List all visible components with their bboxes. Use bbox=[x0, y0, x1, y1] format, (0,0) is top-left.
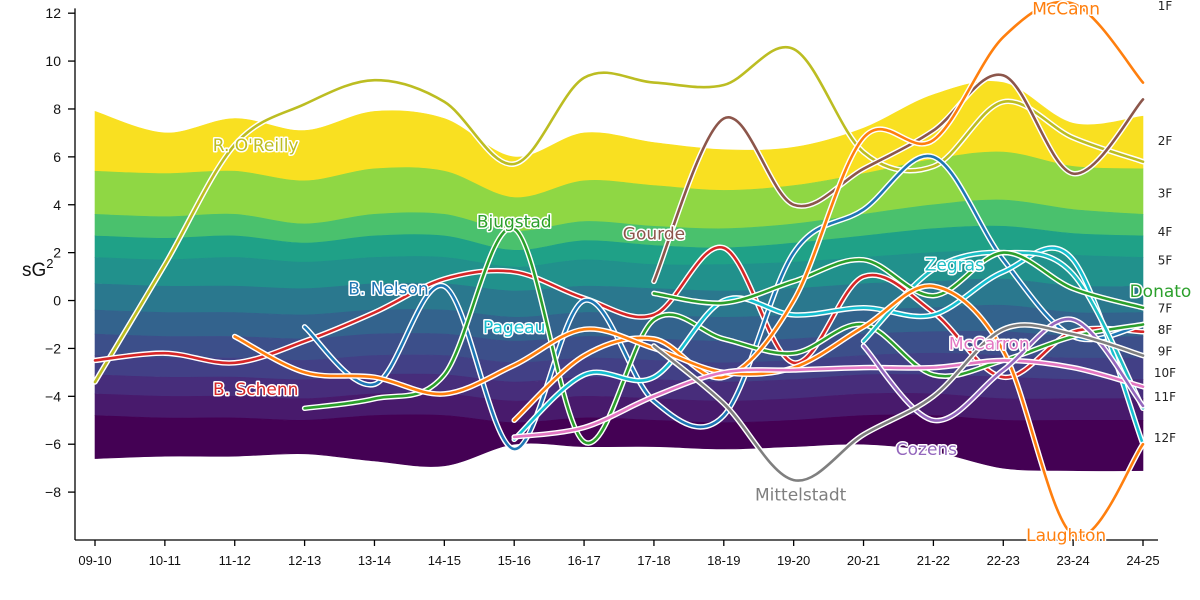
line-bjugstad bbox=[303, 227, 1145, 445]
x-tick-label: 18-19 bbox=[707, 553, 740, 568]
band-label-5f: 5F bbox=[1158, 254, 1173, 268]
x-tick-label: 16-17 bbox=[567, 553, 600, 568]
y-tick-label: 6 bbox=[53, 149, 61, 165]
x-tick-label: 24-25 bbox=[1126, 553, 1159, 568]
x-tick-label: 15-16 bbox=[498, 553, 531, 568]
line-gourde bbox=[652, 73, 1145, 283]
band-label-9f: 9F bbox=[1158, 345, 1173, 359]
line-b-schenn bbox=[93, 246, 1145, 379]
label-b-schenn: B. Schenn bbox=[213, 380, 298, 400]
y-axis-title-exponent: 2 bbox=[46, 256, 53, 271]
label-laughton: Laughton bbox=[1026, 526, 1106, 546]
band-label-1f: 1F bbox=[1158, 0, 1173, 13]
band-12 bbox=[94, 414, 1144, 472]
y-axis-title-base: sG bbox=[22, 260, 46, 281]
y-tick-label: 2 bbox=[53, 245, 61, 261]
band-label-10f: 10F bbox=[1154, 366, 1176, 380]
label-b-nelson: B. Nelson bbox=[348, 280, 428, 300]
label-zegras: Zegras bbox=[925, 256, 984, 276]
label-mccann: McCann bbox=[1032, 0, 1100, 19]
x-tick-label: 14-15 bbox=[428, 553, 461, 568]
y-tick-label: −2 bbox=[45, 340, 61, 356]
line-mccarron bbox=[512, 359, 1145, 439]
y-tick-label: 12 bbox=[45, 5, 61, 21]
line-r-o-reilly bbox=[93, 45, 1145, 384]
line-mittelstadt bbox=[652, 323, 1145, 482]
band-label-3f: 3F bbox=[1158, 187, 1173, 201]
x-tick-label: 13-14 bbox=[358, 553, 391, 568]
line-donato bbox=[652, 251, 1145, 309]
y-tick-label: 0 bbox=[53, 293, 61, 309]
label-mccarron: McCarron bbox=[949, 335, 1030, 355]
band-labels: 1F 2F 3F 4F 5F 7F 8F 9F 10F 11F 12F bbox=[1154, 0, 1176, 445]
label-gourde: Gourde bbox=[623, 224, 685, 244]
x-tick-label: 19-20 bbox=[777, 553, 810, 568]
x-tick-label: 17-18 bbox=[637, 553, 670, 568]
band-label-2f: 2F bbox=[1158, 134, 1173, 148]
x-tick-label: 10-11 bbox=[149, 553, 181, 568]
label-r-o-reilly: R. O'Reilly bbox=[213, 136, 299, 156]
x-tick-label: 11-12 bbox=[219, 553, 251, 568]
y-tick-label: −8 bbox=[45, 484, 61, 500]
label-cozens: Cozens bbox=[896, 440, 957, 460]
line-pageau bbox=[512, 246, 1145, 446]
label-bjugstad: Bjugstad bbox=[477, 213, 552, 233]
x-ticks: 09-10 10-11 11-12 12-13 13-14 14-15 15-16 16-17… bbox=[78, 540, 1160, 568]
band-label-7f: 7F bbox=[1158, 302, 1173, 316]
band-label-11f: 11F bbox=[1154, 390, 1176, 404]
x-tick-label: 23-24 bbox=[1057, 553, 1090, 568]
player-lines-layer bbox=[92, 0, 1146, 540]
y-tick-label: 8 bbox=[53, 101, 61, 117]
y-tick-label: 10 bbox=[45, 53, 61, 69]
x-tick-label: 22-23 bbox=[987, 553, 1020, 568]
axes: −8 −6 −4 −2 0 2 4 6 8 10 12 09-10 10-11 11-12 12-13 13… bbox=[45, 5, 1160, 568]
x-tick-label: 21-22 bbox=[917, 553, 950, 568]
y-tick-label: 4 bbox=[53, 197, 61, 213]
player-labels: R. O'Reilly B. Schenn B. Nelson Bjugstad Gou… bbox=[211, 0, 1193, 548]
y-axis-title: sG2 bbox=[22, 256, 54, 281]
band-label-8f: 8F bbox=[1158, 323, 1173, 337]
y-tick-label: −6 bbox=[45, 436, 61, 452]
y-tick-label: −4 bbox=[45, 388, 61, 404]
band-label-12f: 12F bbox=[1154, 431, 1176, 445]
label-donato: Donato bbox=[1130, 282, 1192, 302]
line-b-nelson bbox=[303, 154, 1145, 451]
label-pageau: Pageau bbox=[483, 318, 545, 338]
x-tick-label: 09-10 bbox=[78, 553, 111, 568]
x-tick-label: 12-13 bbox=[288, 553, 321, 568]
band-label-4f: 4F bbox=[1158, 225, 1173, 239]
x-tick-label: 20-21 bbox=[847, 553, 880, 568]
label-mittelstadt: Mittelstadt bbox=[755, 486, 847, 506]
y-ticks: −8 −6 −4 −2 0 2 4 6 8 10 12 bbox=[45, 5, 75, 500]
